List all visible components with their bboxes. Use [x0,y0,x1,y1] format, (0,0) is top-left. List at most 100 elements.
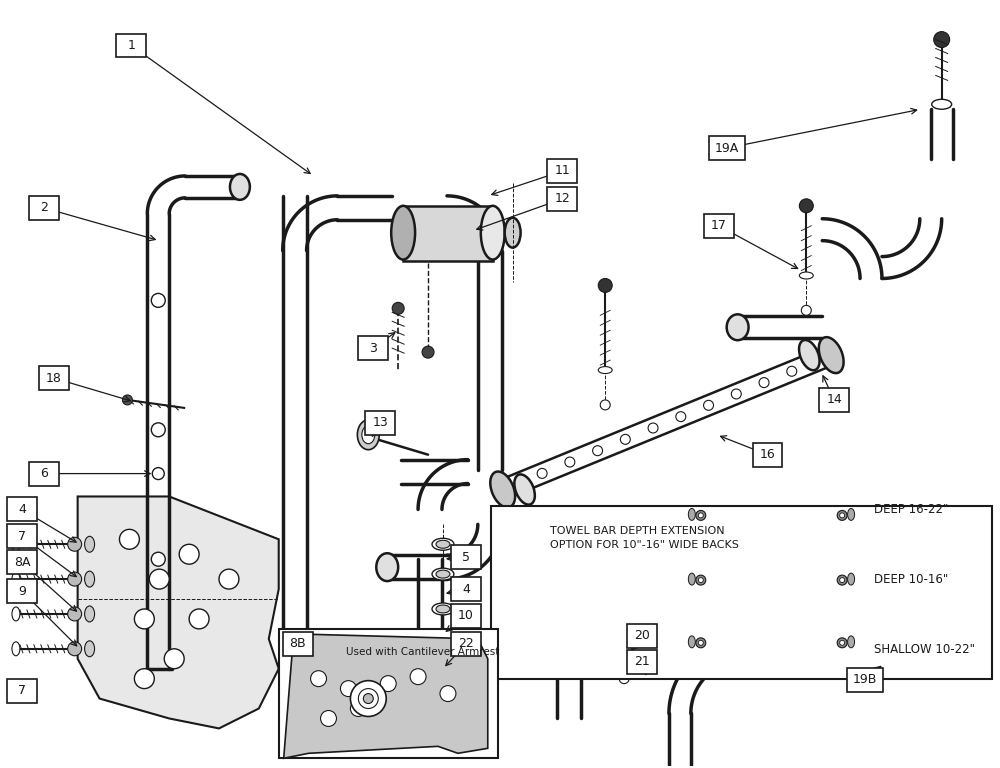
FancyBboxPatch shape [358,336,388,360]
Circle shape [134,669,154,689]
Ellipse shape [391,206,415,260]
Text: SHALLOW 10-22": SHALLOW 10-22" [874,643,975,656]
Circle shape [350,700,366,717]
Circle shape [696,638,706,647]
Polygon shape [284,634,488,758]
Text: 18: 18 [46,372,62,385]
Ellipse shape [436,540,450,548]
Circle shape [149,569,169,589]
Ellipse shape [688,573,695,585]
Circle shape [311,670,327,687]
Circle shape [593,445,603,455]
Circle shape [840,641,845,645]
Circle shape [619,674,629,684]
Bar [433,650,453,687]
Circle shape [696,575,706,585]
FancyBboxPatch shape [547,187,577,210]
FancyBboxPatch shape [704,214,734,237]
Ellipse shape [688,508,695,521]
FancyBboxPatch shape [7,679,37,703]
Circle shape [321,710,336,727]
FancyBboxPatch shape [627,650,657,674]
FancyBboxPatch shape [116,34,146,58]
Text: 17: 17 [711,219,727,232]
FancyBboxPatch shape [7,550,37,574]
Circle shape [179,545,199,564]
FancyBboxPatch shape [753,442,782,467]
FancyBboxPatch shape [847,667,883,692]
FancyBboxPatch shape [29,196,59,220]
Circle shape [380,676,396,692]
Circle shape [350,680,386,717]
Ellipse shape [436,605,450,613]
Circle shape [698,513,703,518]
Circle shape [698,578,703,583]
Circle shape [122,395,132,405]
Text: 4: 4 [462,583,470,595]
Circle shape [363,694,373,703]
Circle shape [422,346,434,358]
FancyBboxPatch shape [451,577,481,601]
Text: 16: 16 [760,449,775,461]
Ellipse shape [85,536,95,552]
Text: 4: 4 [18,503,26,516]
Ellipse shape [433,682,453,692]
Circle shape [440,686,456,701]
Text: 11: 11 [555,164,570,177]
Ellipse shape [505,218,521,247]
Circle shape [68,642,82,656]
Ellipse shape [85,606,95,622]
Text: 12: 12 [555,192,570,205]
Ellipse shape [432,568,454,580]
Circle shape [600,400,610,410]
Circle shape [134,609,154,629]
Text: 13: 13 [372,416,388,429]
Ellipse shape [85,571,95,587]
Circle shape [565,457,575,467]
Ellipse shape [481,206,505,260]
Circle shape [68,538,82,551]
Circle shape [840,513,845,518]
Ellipse shape [799,340,820,370]
Text: 8A: 8A [14,556,30,568]
Ellipse shape [12,642,20,656]
Circle shape [696,511,706,521]
Ellipse shape [432,633,454,645]
Bar [279,629,498,758]
Ellipse shape [436,635,450,643]
Circle shape [537,468,547,478]
Ellipse shape [362,425,375,444]
Text: 3: 3 [369,342,377,355]
FancyBboxPatch shape [709,136,745,160]
Ellipse shape [357,420,379,450]
Bar [433,680,453,717]
Ellipse shape [727,314,749,340]
FancyBboxPatch shape [451,632,481,656]
Text: Used with Cantilever Armrest: Used with Cantilever Armrest [346,647,500,657]
Ellipse shape [432,603,454,615]
Circle shape [799,199,813,213]
Ellipse shape [514,475,535,505]
Circle shape [759,378,769,388]
Circle shape [837,511,847,521]
Ellipse shape [688,636,695,647]
FancyBboxPatch shape [29,462,59,485]
Text: 7: 7 [18,684,26,697]
Text: 7: 7 [18,530,26,543]
Circle shape [620,435,630,445]
Ellipse shape [819,337,844,373]
Circle shape [410,669,426,684]
Circle shape [164,649,184,669]
Ellipse shape [848,508,855,521]
Bar [491,506,992,679]
Ellipse shape [932,99,952,109]
Circle shape [698,641,703,645]
Ellipse shape [376,553,398,581]
Ellipse shape [433,711,453,721]
Text: 9: 9 [18,584,26,598]
Circle shape [119,529,139,549]
Text: 8B: 8B [289,637,306,650]
Text: 14: 14 [826,393,842,406]
Circle shape [837,575,847,585]
FancyBboxPatch shape [451,604,481,628]
